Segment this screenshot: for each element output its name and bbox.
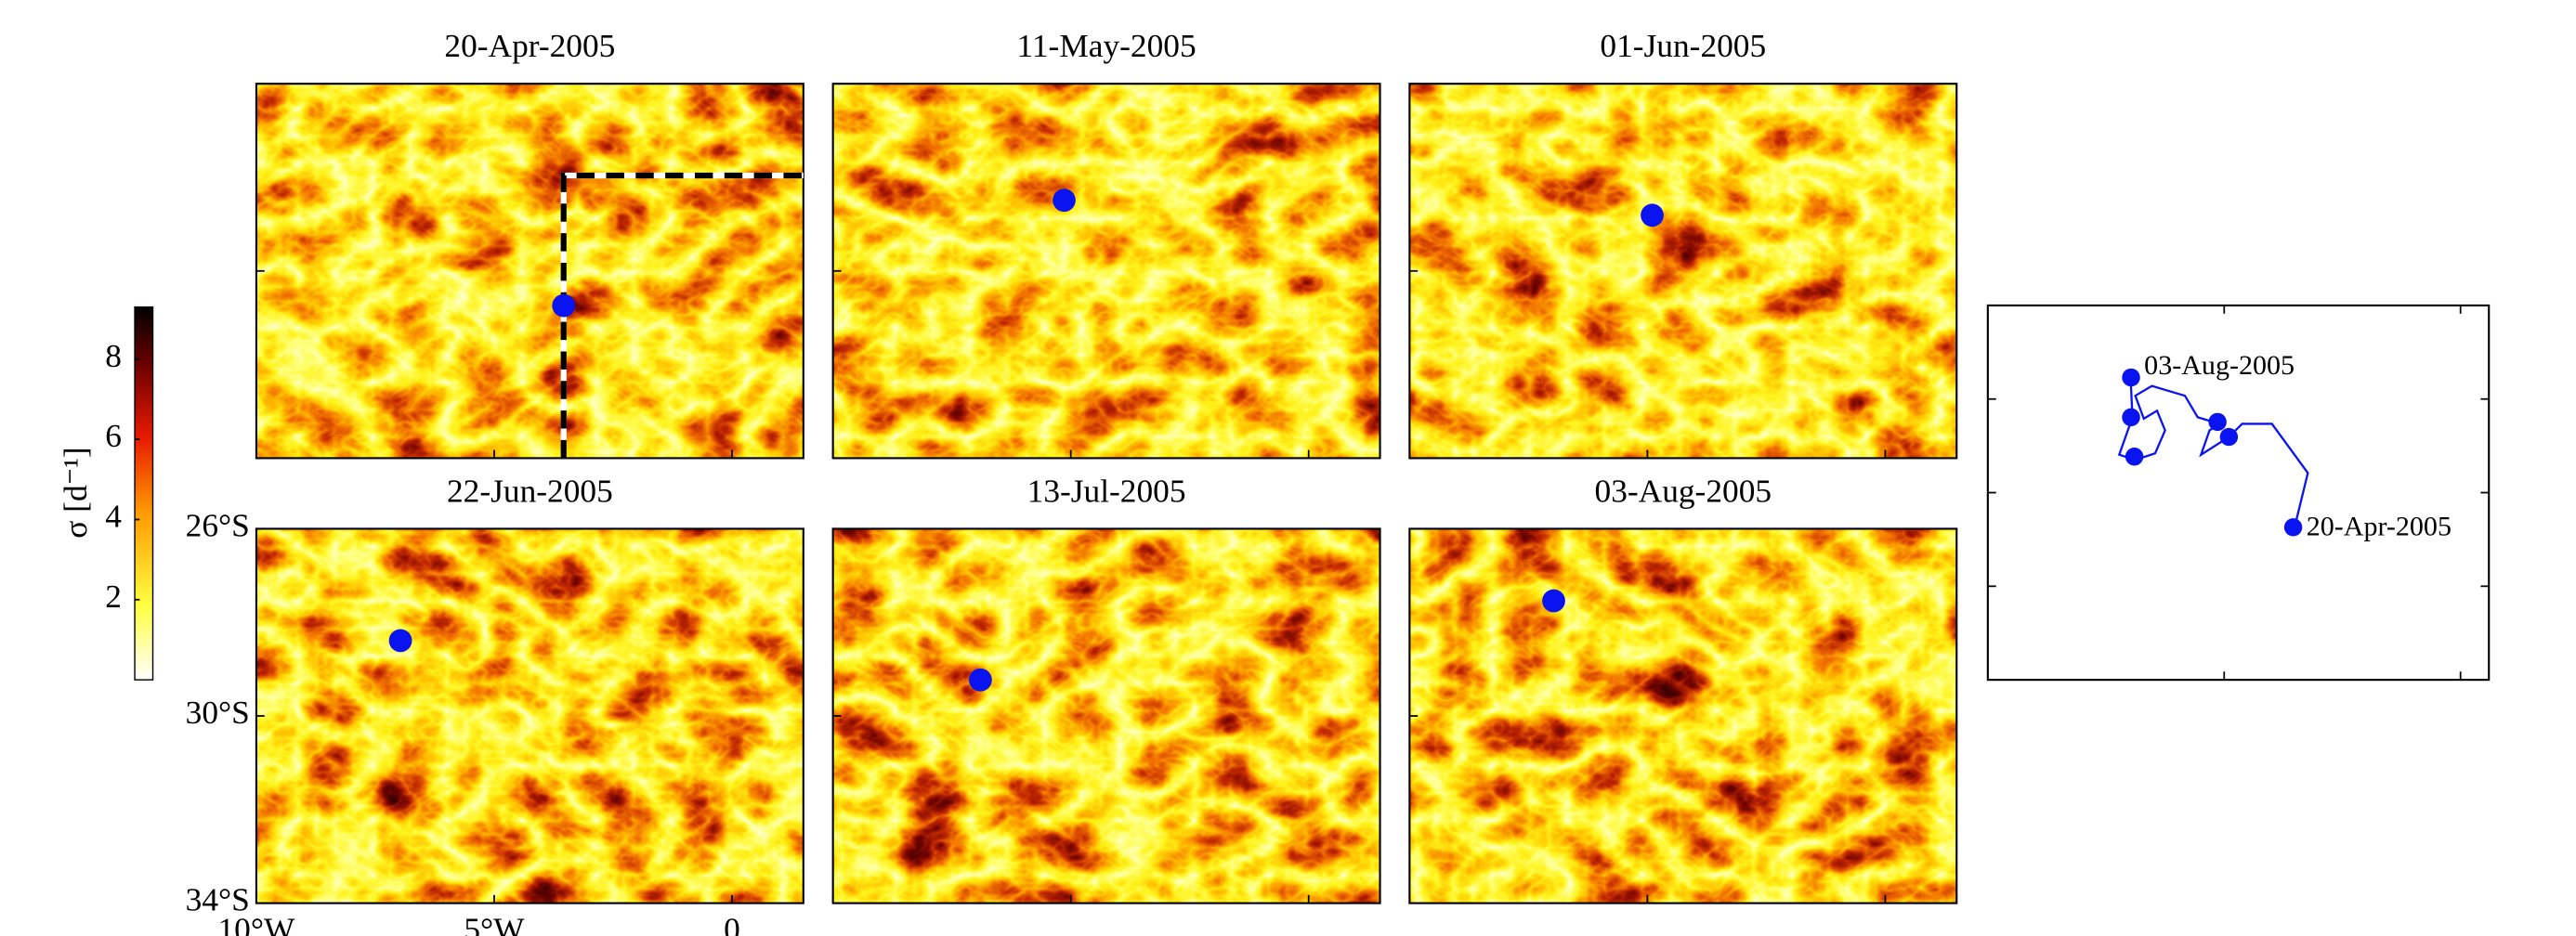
eddy-marker — [1641, 203, 1664, 228]
eddy-marker — [1053, 188, 1076, 213]
y-tick-label: 34°S — [186, 881, 250, 918]
track-frame — [1986, 304, 2491, 682]
colorbar-tick-label: 8 — [105, 337, 122, 374]
region-outline-dash — [560, 172, 804, 459]
panel-title: 11-May-2005 — [1017, 27, 1196, 64]
track-marker — [2219, 427, 2239, 447]
colorbar — [134, 306, 154, 681]
track-marker — [2208, 412, 2227, 432]
panel-title: 22-Jun-2005 — [447, 472, 613, 509]
eddy-marker — [552, 293, 576, 318]
y-tick-label: 30°S — [186, 694, 250, 731]
colorbar-tick-label: 6 — [105, 417, 122, 454]
panel-title: 20-Apr-2005 — [444, 27, 615, 64]
track-marker — [2283, 518, 2303, 537]
panel-frame — [831, 527, 1381, 904]
panel-frame — [831, 83, 1381, 460]
ftle-field — [1409, 528, 1957, 904]
ftle-field — [255, 528, 804, 904]
panel-title: 13-Jul-2005 — [1027, 472, 1186, 509]
track-marker — [2122, 408, 2140, 427]
ftle-field — [1409, 84, 1957, 459]
colorbar-tick-label: 4 — [105, 498, 122, 535]
eddy-marker — [1542, 589, 1565, 613]
panel-title: 01-Jun-2005 — [1600, 27, 1766, 64]
track-date-label: 20-Apr-2005 — [2307, 510, 2452, 541]
x-tick-label: 10°W — [217, 911, 294, 936]
ftle-field — [832, 84, 1380, 459]
x-tick-label: 0 — [724, 911, 740, 936]
ftle-field — [255, 84, 804, 459]
ftle-field — [832, 528, 1380, 904]
eddy-marker — [388, 629, 412, 653]
y-tick-label: 26°S — [186, 507, 250, 544]
panel-title: 03-Aug-2005 — [1595, 472, 1772, 509]
track-marker — [2125, 447, 2144, 466]
colorbar-tick-label: 2 — [105, 578, 122, 615]
colorbar-label: σ [d⁻¹] — [57, 447, 94, 538]
track-date-label: 03-Aug-2005 — [2144, 349, 2295, 381]
eddy-marker — [969, 668, 992, 692]
x-tick-label: 5°W — [464, 911, 525, 936]
track-marker — [2122, 368, 2140, 387]
